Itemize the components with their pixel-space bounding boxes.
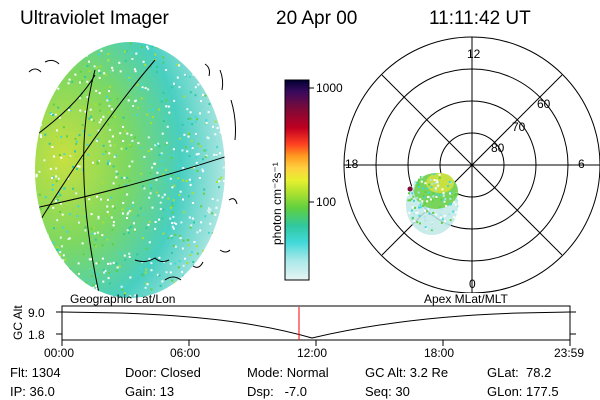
latitude-line [35, 74, 96, 151]
altitude-xtick-1200: 12:00 [297, 346, 328, 360]
mlat-label-80: 80 [491, 141, 505, 155]
status-seq: Seq: 30 [365, 384, 410, 399]
instrument-title: Ultraviolet Imager [20, 8, 169, 29]
colorbar-tick-1000: 1000 [316, 81, 343, 95]
coastline-outlines [28, 59, 238, 281]
time-label: 11:11:42 UT [429, 8, 531, 29]
altitude-ytick-9: 9.0 [28, 306, 45, 320]
colorbar-tick-100: 100 [316, 195, 337, 209]
status-gain: Gain: 13 [125, 384, 175, 399]
status-flt: Flt: 1304 [10, 365, 61, 380]
mlat-label-60: 60 [537, 97, 551, 111]
status-glat: GLat: 78.2 [487, 365, 552, 380]
geographic-image-panel [28, 42, 238, 298]
mlt-label-0: 0 [469, 277, 476, 291]
altitude-xtick-2359: 23:59 [554, 346, 585, 360]
mlt-label-6: 6 [578, 157, 585, 171]
altitude-xtick-1800: 18:00 [424, 346, 455, 360]
auroral-emission-blob [406, 173, 459, 235]
colorbar [284, 79, 314, 281]
altitude-curve [61, 311, 571, 339]
longitude-line [35, 59, 156, 246]
colorbar-unit-label: photon cm⁻²s⁻¹ [270, 162, 284, 245]
status-mode: Mode: Normal [247, 365, 329, 380]
mlt-label-12: 12 [467, 47, 481, 61]
polar-panel-label: Apex MLat/MLT [424, 292, 508, 306]
mlt-label-18: 18 [345, 157, 359, 171]
altitude-xtick-0000: 00:00 [44, 346, 75, 360]
status-ip: IP: 36.0 [10, 384, 55, 399]
altitude-ytick-1-8: 1.8 [28, 328, 45, 342]
altitude-plot [56, 305, 576, 346]
status-door: Door: Closed [125, 365, 201, 380]
altitude-xtick-0600: 06:00 [170, 346, 201, 360]
geographic-panel-label: Geographic Lat/Lon [70, 292, 176, 306]
status-dsp: Dsp: -7.0 [247, 384, 307, 399]
polar-mlat-mlt-panel [343, 36, 600, 293]
longitude-line [83, 69, 101, 298]
status-glon: GLon: 177.5 [487, 384, 559, 399]
mlat-label-70: 70 [512, 120, 526, 134]
date-label: 20 Apr 00 [276, 8, 358, 29]
earth-disk-emission [35, 42, 225, 298]
status-gc-alt: GC Alt: 3.2 Re [365, 365, 449, 380]
altitude-ylabel: GC Alt [11, 305, 25, 340]
